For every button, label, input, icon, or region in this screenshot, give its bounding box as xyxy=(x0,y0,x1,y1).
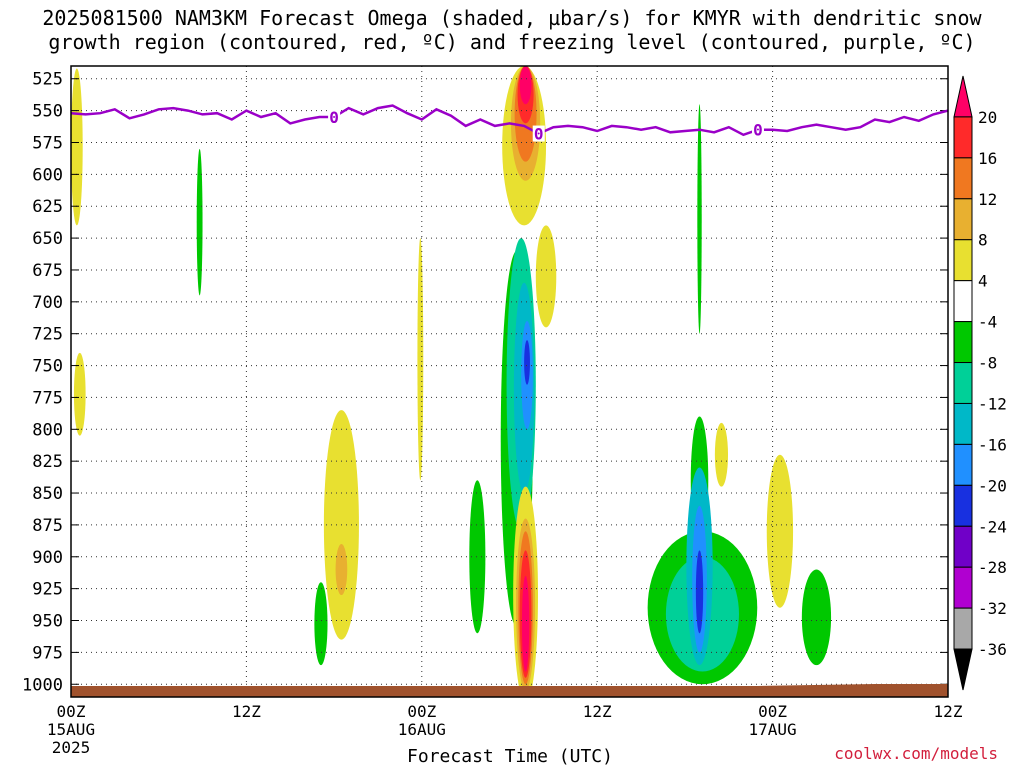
freezing-level-label-bg xyxy=(532,125,545,142)
y-tick-label: 825 xyxy=(32,452,63,472)
freezing-level-label: 0 xyxy=(534,125,544,144)
y-tick-label: 925 xyxy=(32,580,63,600)
x-tick-label: 00Z xyxy=(57,702,86,721)
y-tick-label: 725 xyxy=(32,325,63,345)
colorbar-label: 20 xyxy=(978,108,997,127)
y-tick-label: 800 xyxy=(32,420,63,440)
y-tick-label: 950 xyxy=(32,612,63,632)
y-tick-label: 850 xyxy=(32,484,63,504)
branding-text[interactable]: coolwx.com/models xyxy=(834,744,998,763)
freezing-level-label-bg xyxy=(751,121,764,138)
freezing-level-line xyxy=(71,104,948,137)
y-tick-label: 525 xyxy=(32,70,63,90)
x-tick-date-label: 16AUG xyxy=(398,720,446,739)
colorbar-label: -32 xyxy=(978,599,1007,618)
omega-area xyxy=(335,544,348,596)
x-tick-date-label: 17AUG xyxy=(749,720,797,739)
omega-area xyxy=(801,569,832,666)
colorbar-label: 12 xyxy=(978,190,997,209)
colorbar-segment xyxy=(953,443,973,486)
y-tick-label: 700 xyxy=(32,293,63,313)
y-tick-label: 625 xyxy=(32,197,63,217)
omega-area xyxy=(417,238,424,481)
x-tick-label: 00Z xyxy=(407,702,436,721)
colorbar-segment xyxy=(953,402,973,445)
omega-area xyxy=(469,480,486,634)
colorbar-segment xyxy=(953,198,973,241)
y-tick-label: 550 xyxy=(32,102,63,122)
x-tick-label: 12Z xyxy=(583,702,612,721)
colorbar-label: -36 xyxy=(978,640,1007,659)
x-tick-label: 12Z xyxy=(934,702,963,721)
freezing-level-label: 0 xyxy=(753,121,763,140)
colorbar-segment xyxy=(953,321,973,364)
omega-area xyxy=(714,422,729,487)
freezing-level-label: 0 xyxy=(329,108,339,127)
omega-area xyxy=(73,352,86,436)
colorbar-label: -28 xyxy=(978,558,1007,577)
omega-area xyxy=(196,148,203,296)
colorbar-segment xyxy=(953,566,973,609)
omega-area xyxy=(524,340,530,385)
x-axis-title: Forecast Time (UTC) xyxy=(407,746,613,767)
colorbar-label: 16 xyxy=(978,149,997,168)
y-tick-label: 975 xyxy=(32,643,63,663)
colorbar-label: 4 xyxy=(978,272,988,291)
colorbar-segment xyxy=(953,280,973,323)
y-tick-label: 675 xyxy=(32,261,63,281)
x-tick-year-label: 2025 xyxy=(52,738,91,757)
y-tick-label: 900 xyxy=(32,548,63,568)
colorbar-segment xyxy=(953,362,973,404)
colorbar-label: -20 xyxy=(978,476,1007,495)
omega-area xyxy=(71,68,83,226)
colorbar-label: -12 xyxy=(978,394,1007,413)
y-tick-label: 1000 xyxy=(22,675,63,695)
y-tick-label: 600 xyxy=(32,165,63,185)
omega-area xyxy=(521,575,530,672)
y-tick-label: 750 xyxy=(32,357,63,377)
colorbar-bottom-triangle xyxy=(953,648,973,691)
colorbar-segment xyxy=(953,116,973,159)
x-tick-label: 00Z xyxy=(758,702,787,721)
colorbar-segment xyxy=(953,239,973,282)
chart-title-line-2: growth region (contoured, red, ºC) and f… xyxy=(48,30,976,54)
x-tick-label: 12Z xyxy=(232,702,261,721)
omega-area xyxy=(766,454,794,608)
chart-title-line-1: 2025081500 NAM3KM Forecast Omega (shaded… xyxy=(42,6,982,30)
y-tick-label: 650 xyxy=(32,229,63,249)
omega-area xyxy=(695,550,704,634)
colorbar-segment xyxy=(953,484,973,527)
y-tick-label: 775 xyxy=(32,388,63,408)
colorbar-top-triangle xyxy=(953,75,973,118)
omega-area xyxy=(697,104,702,334)
omega-area xyxy=(519,66,532,105)
colorbar-label: -16 xyxy=(978,435,1007,454)
freezing-level-label-bg xyxy=(328,108,341,125)
colorbar-label: -4 xyxy=(978,313,997,332)
colorbar-label: 8 xyxy=(978,231,988,250)
colorbar-segment xyxy=(953,157,973,200)
colorbar-label: -24 xyxy=(978,517,1007,536)
omega-area xyxy=(535,225,557,328)
colorbar-segment xyxy=(953,525,973,568)
x-tick-date-label: 15AUG xyxy=(47,720,95,739)
plot-frame xyxy=(70,65,949,698)
y-tick-label: 875 xyxy=(32,516,63,536)
ground-terrain xyxy=(71,684,948,697)
y-tick-label: 575 xyxy=(32,133,63,153)
colorbar-segment xyxy=(953,607,973,650)
colorbar-label: -8 xyxy=(978,354,997,373)
omega-area xyxy=(314,582,328,666)
